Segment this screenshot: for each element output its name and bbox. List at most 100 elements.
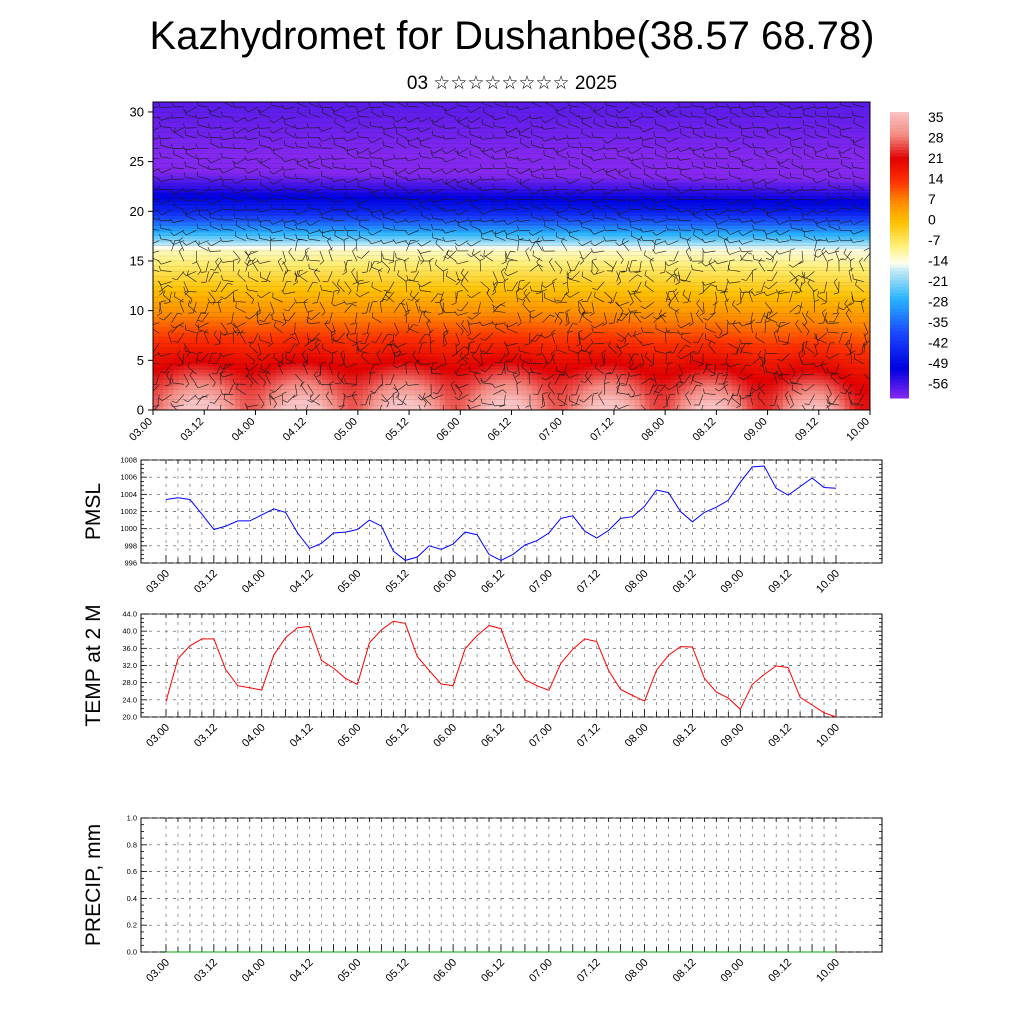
wind-barb-flag (367, 188, 372, 193)
wind-barb (737, 384, 741, 396)
wind-barb (593, 230, 605, 235)
wind-barb-flag (236, 383, 238, 389)
wind-barb-flag (821, 247, 826, 252)
panel-3-x-tick-label: 06.12 (479, 957, 507, 985)
wind-barb (642, 137, 654, 141)
wind-barb (532, 102, 543, 108)
wind-barb-flag (839, 172, 841, 178)
wind-barb-flag (164, 384, 170, 387)
wind-barb (584, 250, 593, 260)
wind-barb-flag (567, 202, 569, 208)
colorbar-segment (890, 382, 909, 386)
wind-barb-flag (197, 330, 203, 333)
wind-barb (729, 167, 741, 169)
wind-barb-flag (664, 138, 669, 143)
wind-barb-flag (747, 252, 752, 255)
wind-barb-flag (195, 154, 198, 160)
wind-barb-flag (812, 178, 817, 184)
wind-barb (482, 189, 494, 192)
wind-barb-flag (197, 119, 199, 125)
wind-barb (259, 260, 271, 264)
wind-barb (344, 260, 348, 272)
wind-barb-flag (179, 298, 184, 303)
wind-barb-flag (385, 290, 388, 296)
wind-barb-flag (738, 199, 743, 204)
wind-barb (828, 115, 840, 118)
wind-barb (754, 135, 765, 139)
wind-barb (573, 260, 580, 271)
wind-barb-flag (220, 204, 223, 210)
wind-barb (433, 394, 444, 399)
colorbar-segment (890, 302, 909, 307)
colorbar-segment (890, 258, 909, 262)
wind-barb (445, 178, 457, 185)
wind-barb (418, 404, 421, 410)
wind-barb (494, 117, 506, 120)
wind-barb-flag (196, 359, 202, 362)
wind-barb (494, 322, 506, 326)
wind-barb-flag (157, 312, 162, 316)
wind-barb (537, 384, 543, 395)
wind-barb-flag (776, 370, 779, 376)
wind-barb (247, 147, 259, 153)
wind-barb (444, 137, 456, 140)
y-tick-label: 25 (130, 154, 144, 169)
wind-barb (185, 114, 197, 118)
wind-barb-flag (318, 210, 323, 215)
wind-barb (556, 189, 568, 191)
wind-barb (483, 111, 494, 118)
wind-barb-flag (405, 125, 409, 131)
wind-barb (618, 147, 630, 153)
wind-barb (685, 395, 692, 406)
wind-barb (344, 304, 353, 313)
wind-barb (208, 291, 216, 301)
colorbar-segment (890, 185, 909, 189)
wind-barb (591, 260, 599, 271)
panel-3-x-tick-label: 08.12 (671, 957, 699, 985)
wind-barb (630, 394, 642, 398)
wind-barb (406, 302, 409, 314)
wind-barb-flag (619, 383, 625, 385)
wind-barb-flag (832, 312, 838, 315)
wind-barb (507, 258, 518, 262)
wind-barb-flag (220, 389, 223, 395)
wind-barb (345, 383, 358, 385)
wind-barb (736, 343, 741, 354)
wind-barb-flag (845, 353, 851, 356)
colorbar-segment (890, 267, 909, 272)
wind-barb (680, 174, 691, 180)
wind-barb (552, 281, 556, 292)
wind-barb-flag (565, 228, 570, 234)
wind-barb (344, 322, 350, 333)
wind-barb (520, 178, 531, 185)
wind-barb-flag (666, 162, 668, 168)
wind-barb-flag (454, 117, 459, 123)
wind-barb-flag (851, 162, 854, 168)
wind-barb-flag (827, 192, 829, 198)
wind-barb-flag (594, 107, 596, 113)
wind-barb (507, 271, 518, 277)
wind-barb-flag (557, 393, 563, 395)
wind-barb (389, 343, 395, 354)
wind-barb-flag (689, 210, 694, 215)
wind-barb (863, 332, 868, 344)
wind-barb-flag (769, 404, 775, 407)
wind-barb-flag (538, 264, 544, 268)
colorbar-segment (890, 232, 909, 237)
wind-barb-flag (333, 411, 338, 413)
wind-barb-flag (633, 353, 639, 355)
wind-barb (176, 271, 185, 281)
wind-barb (605, 217, 617, 221)
wind-barb (319, 302, 326, 313)
wind-barb-flag (763, 230, 768, 235)
wind-barb-flag (680, 280, 686, 282)
wind-barb (544, 332, 555, 339)
wind-barb-flag (640, 153, 643, 158)
colorbar-label: 0 (928, 212, 936, 228)
wind-barb (556, 137, 568, 141)
wind-barb-flag (520, 137, 522, 144)
wind-barb (779, 133, 790, 139)
wind-barb-flag (434, 259, 437, 265)
wind-barb (774, 394, 778, 406)
wind-barb (643, 127, 654, 133)
